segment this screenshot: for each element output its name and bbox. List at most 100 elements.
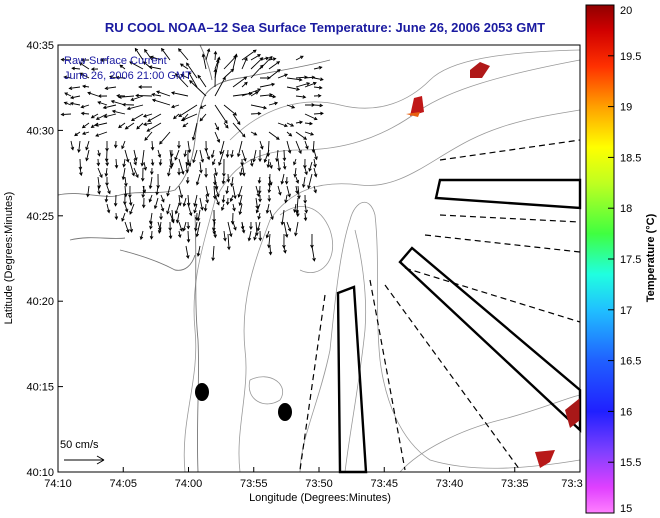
map-area: [58, 45, 580, 472]
current-vector: [313, 65, 323, 70]
current-vector: [81, 122, 90, 129]
current-vector: [60, 57, 72, 62]
current-vector: [77, 140, 81, 154]
current-vector: [223, 68, 235, 79]
current-vector: [124, 176, 128, 187]
current-vector: [267, 233, 271, 249]
current-vector: [205, 48, 211, 61]
current-vector: [199, 149, 205, 163]
current-vector: [229, 194, 234, 203]
current-vector: [178, 104, 198, 117]
current-vector: [143, 161, 147, 171]
current-vector: [175, 212, 180, 224]
current-vector: [221, 194, 226, 204]
current-vector: [149, 55, 162, 61]
current-vector: [199, 161, 203, 174]
y-tick-label: 40:35: [26, 40, 54, 52]
current-vector: [124, 122, 135, 130]
current-vector: [133, 158, 137, 166]
current-vector: [156, 90, 171, 97]
current-vector: [121, 167, 126, 181]
current-vector: [121, 212, 126, 222]
current-vector: [308, 161, 313, 172]
current-vector: [121, 102, 135, 107]
current-vector: [113, 140, 118, 149]
current-vector: [104, 194, 109, 203]
current-vector: [187, 203, 193, 217]
current-vector: [296, 209, 300, 218]
sst-patch-east: [565, 398, 580, 428]
current-vector: [313, 167, 318, 178]
current-vector: [195, 173, 201, 186]
colorbar-label: Temperature (°C): [645, 213, 657, 302]
current-vector: [159, 131, 171, 145]
current-vector: [122, 158, 126, 168]
current-vector: [199, 113, 207, 122]
current-vector: [60, 112, 72, 117]
current-vector: [222, 158, 226, 177]
current-vector: [136, 122, 144, 130]
current-vector: [295, 55, 304, 61]
colorbar-tick-label: 17: [620, 305, 632, 317]
current-vector: [250, 111, 262, 116]
current-vector: [295, 95, 307, 99]
x-tick-label: 74:10: [44, 478, 72, 490]
current-vector: [237, 185, 243, 198]
current-vector: [213, 50, 218, 61]
current-vector: [78, 62, 90, 70]
current-vector: [81, 131, 90, 135]
colorbar-tick-label: 18: [620, 203, 632, 215]
current-vector: [173, 113, 180, 120]
current-vector: [104, 86, 117, 91]
current-vector: [236, 140, 243, 158]
current-vector: [170, 104, 180, 109]
current-vector: [140, 149, 145, 167]
current-vector: [232, 53, 238, 70]
current-vector: [268, 61, 281, 70]
current-vector: [259, 56, 270, 61]
current-vector: [149, 230, 154, 240]
current-vector: [111, 109, 126, 115]
current-vector: [258, 149, 262, 163]
scale-vector-arrow: [64, 455, 105, 465]
current-vector: [68, 86, 81, 90]
current-vector: [169, 158, 173, 169]
current-vector: [104, 167, 109, 177]
current-vector: [267, 194, 272, 203]
current-vector: [213, 68, 218, 88]
current-vector: [174, 149, 180, 161]
current-vector: [168, 221, 172, 232]
current-vector: [179, 63, 189, 70]
current-vector: [195, 221, 201, 238]
current-vector: [259, 82, 276, 88]
current-vector: [123, 185, 128, 198]
current-vector: [168, 230, 173, 240]
current-vector: [283, 245, 287, 254]
current-vector: [212, 221, 217, 235]
current-vector: [161, 47, 171, 61]
current-vector: [280, 209, 285, 226]
current-vector: [227, 233, 231, 251]
current-vector: [212, 185, 217, 200]
current-vector: [295, 140, 302, 155]
current-vector: [194, 221, 198, 232]
current-vector: [259, 140, 264, 150]
current-vector: [79, 72, 90, 79]
current-vector: [87, 91, 99, 97]
current-vector: [171, 209, 175, 223]
current-vector: [170, 91, 189, 97]
current-vector: [139, 230, 144, 241]
current-vector: [197, 74, 207, 88]
sst-patch-mid: [410, 96, 424, 116]
current-vector: [187, 140, 192, 154]
current-vector: [158, 158, 163, 166]
current-vector: [151, 98, 171, 106]
current-vector: [63, 101, 72, 106]
sst-patches: [195, 62, 580, 468]
surface-current-vectors: [60, 47, 324, 262]
current-vector: [238, 203, 243, 216]
current-vector: [124, 149, 130, 163]
current-vector: [102, 104, 117, 110]
current-vector: [277, 158, 281, 172]
